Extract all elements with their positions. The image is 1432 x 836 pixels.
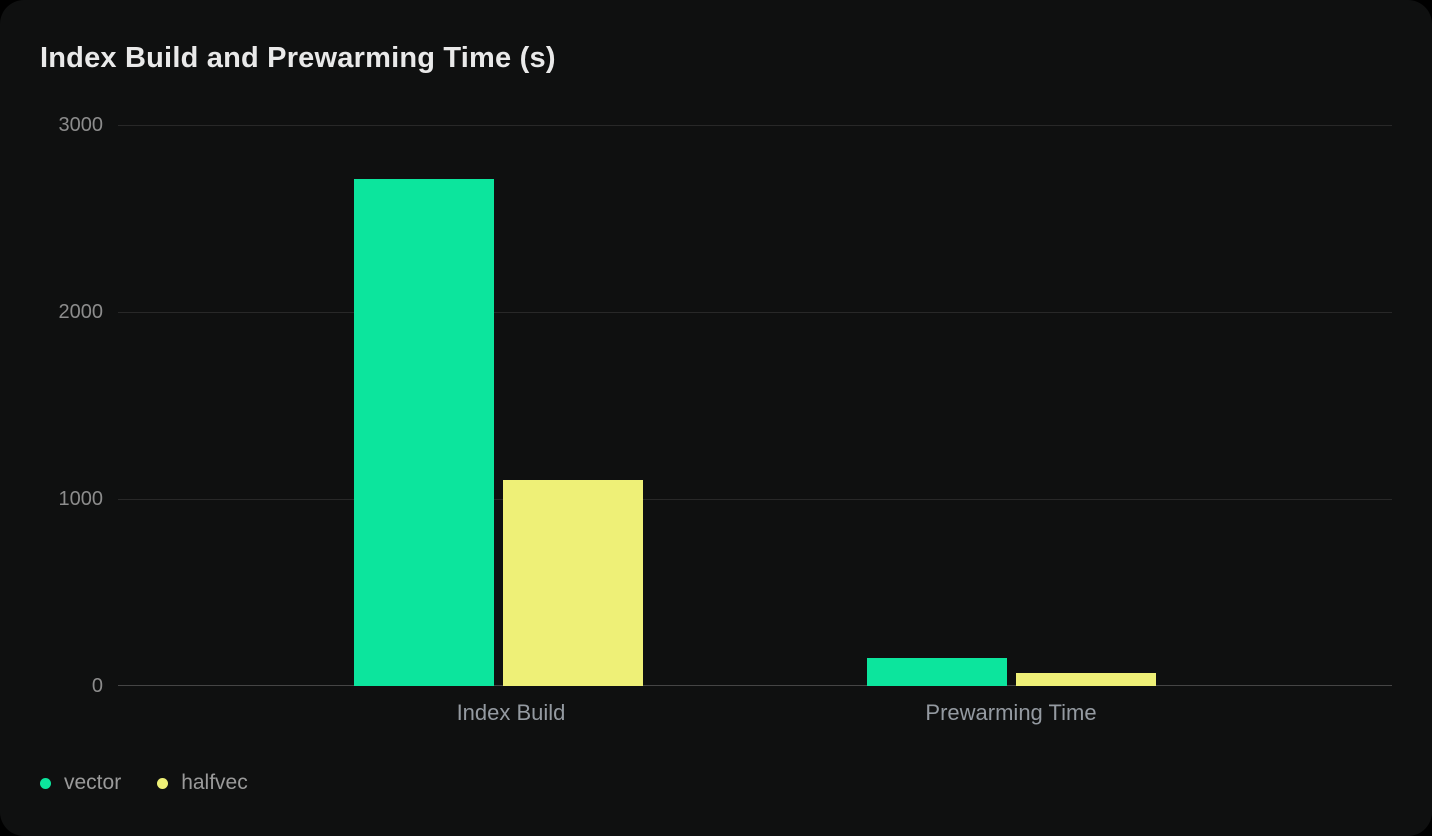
x-axis-baseline <box>118 685 1392 686</box>
chart-title: Index Build and Prewarming Time (s) <box>40 42 556 74</box>
gridline-1000 <box>118 499 1392 500</box>
bar-halfvec-prewarming-time[interactable] <box>1016 673 1156 686</box>
plot-area <box>118 125 1392 686</box>
legend-label-halfvec: halfvec <box>181 771 248 794</box>
y-tick-1000: 1000 <box>58 488 104 510</box>
legend: vector halfvec <box>40 771 248 795</box>
legend-dot-vector-icon <box>40 777 51 789</box>
bar-group-prewarming-time <box>867 658 1156 686</box>
bar-halfvec-index-build[interactable] <box>503 480 643 686</box>
y-tick-2000: 2000 <box>58 301 104 323</box>
y-tick-3000: 3000 <box>58 114 104 136</box>
x-category-label-prewarming-time: Prewarming Time <box>925 700 1097 725</box>
legend-item-halfvec[interactable]: halfvec <box>157 771 248 795</box>
legend-label-vector: vector <box>64 771 122 794</box>
bar-vector-prewarming-time[interactable] <box>867 658 1007 686</box>
gridline-3000 <box>118 125 1392 126</box>
legend-dot-halfvec-icon <box>157 777 169 789</box>
x-category-label-index-build: Index Build <box>456 700 566 725</box>
bar-vector-index-build[interactable] <box>354 179 494 686</box>
legend-item-vector[interactable]: vector <box>40 771 121 795</box>
y-tick-0: 0 <box>91 675 103 697</box>
bar-group-index-build <box>354 179 643 686</box>
gridline-2000 <box>118 312 1392 313</box>
